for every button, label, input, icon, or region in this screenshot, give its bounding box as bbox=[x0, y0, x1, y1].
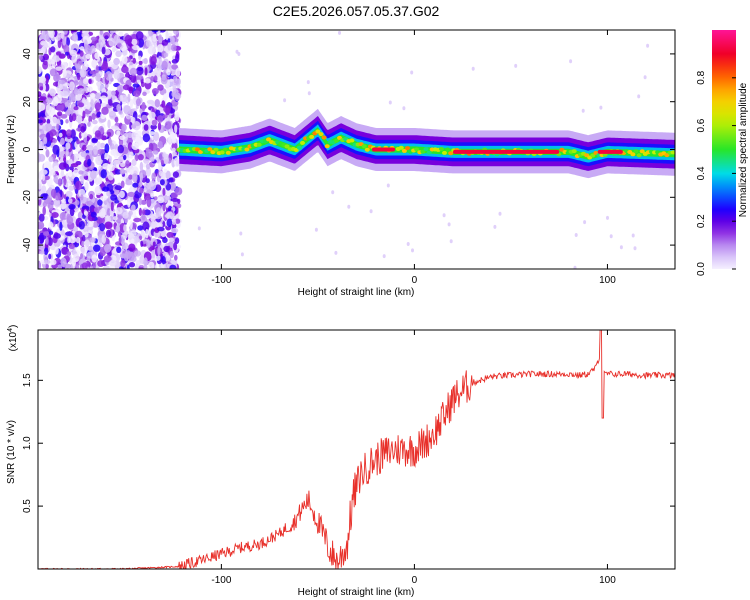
y-tick-label: 1.0 bbox=[22, 436, 33, 450]
y-multiplier-text: (x104) bbox=[7, 325, 19, 352]
spectrogram-panel: -100 0 100 -40 -20 0 20 40 Height of straight li… bbox=[6, 29, 676, 298]
colorbar-label: Normalized spectral amplitude bbox=[738, 82, 749, 217]
y-axis-label: Frequency (Hz) bbox=[6, 115, 17, 184]
strong-segment bbox=[597, 149, 623, 154]
colorbar: 0.0 0.2 0.4 0.6 0.8 Normalized spectral ampli… bbox=[696, 30, 749, 276]
y-tick-label: 1.5 bbox=[22, 373, 33, 387]
x-tick-label: 0 bbox=[412, 575, 418, 586]
figure-title: C2E5.2026.057.05.37.G02 bbox=[273, 3, 440, 19]
x-tick-label: 100 bbox=[599, 575, 616, 586]
colorbar-tick-label: 0.0 bbox=[696, 262, 707, 276]
snr-series-line bbox=[38, 330, 675, 569]
x-tick-label: -100 bbox=[211, 575, 231, 586]
y-multiplier-exp: 4 bbox=[7, 328, 14, 332]
snr-frame bbox=[37, 329, 676, 570]
x-axis-label: Height of straight line (km) bbox=[298, 587, 415, 598]
y-axis-label: SNR (10 * v/v) bbox=[6, 420, 17, 484]
colorbar-tick-label: 0.2 bbox=[696, 214, 707, 228]
y-multiplier-base: (x10 bbox=[8, 331, 19, 351]
colorbar-gradient bbox=[712, 30, 736, 269]
x-tick-label: 100 bbox=[599, 275, 616, 286]
y-tick-label: 0.5 bbox=[22, 499, 33, 513]
colorbar-tick-label: 0.6 bbox=[696, 118, 707, 132]
y-multiplier: (x104) bbox=[7, 325, 19, 352]
x-tick-label: 0 bbox=[412, 275, 418, 286]
colorbar-tick-label: 0.8 bbox=[696, 70, 707, 84]
x-tick-label: -100 bbox=[211, 275, 231, 286]
x-axis-label: Height of straight line (km) bbox=[298, 287, 415, 298]
noise-speckle bbox=[38, 30, 650, 269]
strong-segment bbox=[453, 149, 560, 154]
snr-panel: -100 0 100 0.5 1.0 1.5 Height of straight line… bbox=[6, 325, 676, 598]
y-tick-label: -40 bbox=[22, 237, 33, 252]
y-tick-label: -20 bbox=[22, 190, 33, 205]
y-multiplier-close: ) bbox=[8, 325, 19, 328]
spectrogram-image bbox=[38, 30, 675, 269]
y-tick-label: 40 bbox=[22, 48, 33, 60]
y-tick-label: 20 bbox=[22, 96, 33, 108]
colorbar-tick-label: 0.4 bbox=[696, 166, 707, 180]
y-tick-label: 0 bbox=[22, 146, 33, 152]
signal-ridge bbox=[176, 108, 675, 179]
strong-segment bbox=[371, 147, 396, 152]
